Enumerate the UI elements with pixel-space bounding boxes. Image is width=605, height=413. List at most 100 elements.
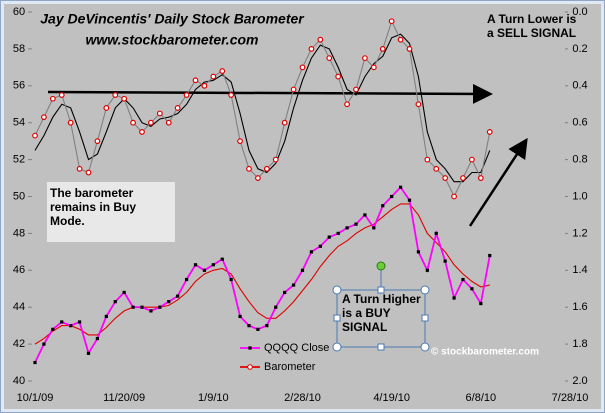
point: [255, 175, 261, 181]
point: [300, 268, 305, 272]
point: [318, 244, 322, 248]
y2-tick-label: 1.6: [572, 301, 587, 313]
point: [60, 320, 64, 324]
point: [202, 268, 207, 272]
point: [283, 290, 287, 295]
point: [370, 64, 377, 71]
point: [442, 175, 449, 181]
y-tick-label: 60: [13, 6, 25, 18]
point: [477, 175, 484, 181]
point: [327, 235, 331, 239]
point: [158, 305, 162, 309]
point: [67, 119, 74, 126]
point: [139, 129, 145, 135]
point: [76, 165, 83, 172]
y2-tick-label: 0.6: [572, 117, 587, 129]
annotation: A Turn Higher is a BUY SIGNAL: [342, 292, 421, 334]
legend-marker: [248, 346, 252, 350]
point: [113, 300, 117, 304]
point: [433, 165, 440, 172]
series-line: [34, 33, 491, 183]
y-tick-label: 58: [13, 43, 25, 55]
point: [388, 18, 395, 25]
point: [131, 305, 135, 309]
y2-tick-label: 1.8: [572, 338, 587, 350]
y-tick-label: 50: [13, 190, 25, 202]
y-tick-label: 52: [13, 154, 25, 166]
y2-tick-label: 1.2: [572, 227, 587, 239]
point: [184, 277, 189, 282]
point: [122, 290, 126, 295]
point: [397, 36, 404, 43]
point: [140, 305, 144, 309]
point: [451, 193, 457, 200]
point: [290, 86, 297, 93]
x-tick-label: 7/28/10: [552, 392, 589, 404]
legend-label: Barometer: [264, 361, 316, 373]
point: [381, 204, 385, 208]
legend-label: QQQQ Close: [264, 342, 329, 354]
point: [345, 226, 349, 230]
point: [228, 92, 235, 98]
point: [265, 324, 269, 328]
point: [353, 86, 359, 93]
point: [274, 305, 278, 309]
y2-tick-label: 0.8: [572, 154, 587, 166]
point: [486, 129, 493, 135]
point: [104, 314, 108, 319]
point: [156, 110, 163, 117]
point: [461, 277, 465, 282]
point: [246, 165, 252, 172]
point: [201, 82, 208, 89]
series-line: [34, 185, 491, 363]
point: [86, 351, 91, 355]
point: [94, 138, 101, 145]
point: [263, 165, 270, 172]
point: [237, 138, 243, 145]
point: [362, 55, 368, 62]
point: [424, 156, 431, 163]
point: [165, 119, 172, 126]
y2-tick-label: 0.4: [572, 80, 587, 92]
point: [398, 185, 403, 189]
x-tick-label: 1/9/10: [198, 392, 229, 404]
annotation: A Turn Lower is a SELL SIGNAL: [487, 12, 577, 40]
point: [415, 101, 422, 108]
y-tick-label: 54: [13, 117, 25, 129]
point: [229, 277, 233, 282]
x-tick-label: 2/28/10: [284, 392, 321, 404]
point: [354, 222, 358, 226]
point: [326, 55, 333, 62]
point: [281, 119, 288, 126]
series-line: [34, 19, 491, 198]
point: [336, 231, 340, 235]
point: [407, 198, 412, 202]
y-tick-label: 40: [13, 375, 25, 387]
point: [469, 156, 475, 163]
y2-tick-label: 0.0: [572, 6, 587, 18]
point: [49, 95, 56, 102]
point: [95, 336, 100, 341]
note-box: [47, 182, 175, 242]
y-tick-label: 46: [13, 264, 25, 276]
point: [77, 320, 82, 324]
point: [210, 73, 217, 80]
annotation: The barometer remains in Buy Mode.: [50, 186, 137, 228]
point: [379, 46, 386, 52]
point: [130, 119, 136, 126]
point: [256, 327, 260, 331]
trend-arrow: [47, 83, 493, 104]
point: [176, 294, 180, 298]
point: [406, 46, 413, 52]
point: [443, 259, 447, 263]
point: [452, 296, 456, 300]
point: [42, 342, 46, 346]
point: [148, 119, 154, 126]
point: [192, 77, 199, 84]
point: [390, 194, 394, 199]
point: [174, 105, 181, 111]
point: [121, 95, 128, 102]
point: [220, 257, 224, 261]
